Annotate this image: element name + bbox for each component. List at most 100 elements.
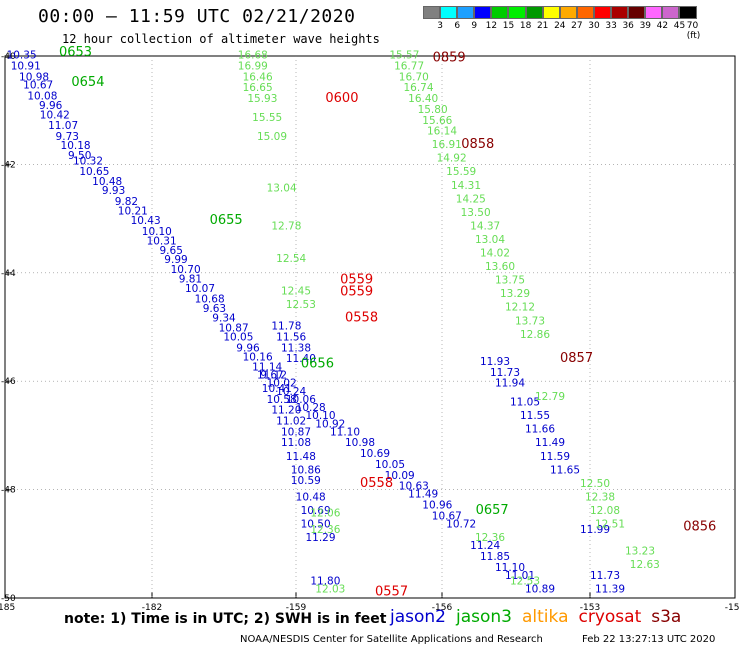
wave-height-label: 11.48 xyxy=(286,451,316,463)
wave-height-label: 9.34 xyxy=(212,313,236,325)
wave-height-label: 10.16 xyxy=(243,352,273,364)
wave-height-label: 11.78 xyxy=(271,321,301,333)
pass-time-label: 0559 xyxy=(340,273,373,288)
wave-height-label: 9.93 xyxy=(102,185,125,197)
lon-label: -182 xyxy=(142,603,162,613)
wave-height-label: 12.54 xyxy=(276,253,306,265)
wave-height-label: 13.23 xyxy=(625,546,655,558)
legend-swatch xyxy=(645,6,663,19)
satellite-label-altika: altika xyxy=(522,607,569,627)
wave-height-label: 11.29 xyxy=(305,532,335,544)
wave-height-label: 9.67 xyxy=(260,369,283,381)
wave-height-label: 12.51 xyxy=(595,519,625,531)
legend-label: 6 xyxy=(454,21,461,31)
pass-time-label: 0558 xyxy=(360,476,393,491)
wave-height-label: 9.65 xyxy=(160,245,183,257)
legend-label: 45 xyxy=(673,21,686,31)
pass-time-label: 0600 xyxy=(325,91,358,106)
wave-height-label: 10.07 xyxy=(185,283,215,295)
wave-height-label: 11.59 xyxy=(540,451,570,463)
legend-label: 18 xyxy=(519,21,532,31)
map-frame xyxy=(4,55,736,599)
legend-label: 27 xyxy=(571,21,583,31)
wave-height-label: 11.02 xyxy=(276,416,306,428)
wave-height-label: 10.42 xyxy=(40,109,70,121)
wave-height-label: 13.75 xyxy=(495,275,525,287)
wave-height-label: 11.05 xyxy=(510,397,540,409)
wave-height-label: 10.50 xyxy=(301,519,331,531)
legend-label: 70 (ft) xyxy=(686,21,701,41)
legend-labels: 3 6 9 12 15 18 21 24 27 30 33 36 39 42 45 70 (ft) xyxy=(423,21,700,41)
wave-height-label: 10.05 xyxy=(375,459,405,471)
wave-height-label: 13.04 xyxy=(267,183,297,195)
legend-swatch xyxy=(679,6,697,19)
pass-time-label: 0653 xyxy=(59,45,92,60)
wave-height-label: 11.07 xyxy=(48,120,78,132)
page-subtitle: 12 hour collection of altimeter wave hei… xyxy=(62,32,380,46)
wave-height-label: 11.38 xyxy=(281,342,311,354)
wave-height-label: 15.57 xyxy=(389,50,419,62)
wave-height-label: 10.68 xyxy=(195,294,225,306)
wave-height-label: 10.67 xyxy=(23,80,53,92)
wave-height-label: 10.41 xyxy=(262,383,292,395)
wave-height-label: 13.04 xyxy=(475,234,505,246)
pass-time-label: 0654 xyxy=(71,75,104,90)
wave-height-label: 10.87 xyxy=(219,322,249,334)
wave-height-label: 9.50 xyxy=(68,150,91,162)
satellite-label-cryosat: cryosat xyxy=(578,607,642,627)
wave-height-label: 10.69 xyxy=(360,448,390,460)
wave-height-label: 10.32 xyxy=(73,155,103,167)
wave-height-label: 15.93 xyxy=(247,93,277,105)
wave-height-label: 14.31 xyxy=(451,180,481,192)
wave-height-label: 10.70 xyxy=(171,264,201,276)
wave-height-label: 10.89 xyxy=(525,584,555,596)
lon-label: -159 xyxy=(286,603,307,613)
wave-height-label: 16.74 xyxy=(403,82,433,94)
legend-swatch xyxy=(457,6,475,19)
legend-label: 3 xyxy=(437,21,443,31)
wave-height-label: 11.93 xyxy=(480,356,510,368)
wave-height-label: 11.55 xyxy=(520,410,550,422)
wave-height-label: 11.24 xyxy=(470,540,500,552)
wave-height-label: 15.55 xyxy=(252,112,282,124)
wave-height-label: 10.48 xyxy=(296,491,326,503)
wave-height-label: 16.40 xyxy=(408,93,438,105)
wave-height-label: 10.24 xyxy=(276,386,306,398)
timestamp: Feb 22 13:27:13 UTC 2020 xyxy=(582,634,716,645)
legend-swatch xyxy=(611,6,629,19)
pass-time-label: 0559 xyxy=(340,285,373,300)
legend-label: 24 xyxy=(554,21,566,31)
wave-height-label: 10.10 xyxy=(305,410,335,422)
legend-swatches xyxy=(423,6,697,19)
wave-height-label: 9.96 xyxy=(236,342,260,354)
wave-height-label: 14.92 xyxy=(437,153,467,165)
wave-height-label: 16.99 xyxy=(238,61,268,73)
legend-label: 15 xyxy=(502,21,515,31)
pass-time-label: 0656 xyxy=(301,357,334,372)
wave-height-label: 11.65 xyxy=(550,464,580,476)
wave-height-label: 10.31 xyxy=(147,236,177,248)
pass-time-label: 0657 xyxy=(476,503,509,518)
wave-height-label: 9.96 xyxy=(39,100,63,112)
wave-height-label: 10.69 xyxy=(301,505,331,517)
wave-height-label: 11.80 xyxy=(310,575,340,587)
wave-height-label: 11.85 xyxy=(480,551,510,563)
lat-label: -42 xyxy=(1,160,16,170)
wave-height-label: 11.08 xyxy=(281,437,311,449)
wave-height-label: 11.49 xyxy=(535,437,565,449)
color-legend: 3 6 9 12 15 18 21 24 27 30 33 36 39 42 45 70 (ft) xyxy=(423,6,700,41)
wave-height-label: 10.92 xyxy=(315,418,345,430)
wave-height-label: 10.06 xyxy=(286,394,316,406)
page-title: 00:00 – 11:59 UTC 02/21/2020 xyxy=(38,6,356,27)
legend-label: 39 xyxy=(639,21,652,31)
wave-height-label: 15.66 xyxy=(422,115,452,127)
wave-height-label: 11.10 xyxy=(495,562,525,574)
wave-height-label: 10.28 xyxy=(296,402,326,414)
wave-height-label: 12.36 xyxy=(310,524,340,536)
wave-height-label: 11.10 xyxy=(330,426,360,438)
wave-height-label: 10.09 xyxy=(385,470,415,482)
wave-height-label: 16.91 xyxy=(432,139,462,151)
wave-height-label: 12.53 xyxy=(510,575,540,587)
satellite-label-jason2: jason2 xyxy=(390,607,446,627)
legend-label: 12 xyxy=(485,21,498,31)
